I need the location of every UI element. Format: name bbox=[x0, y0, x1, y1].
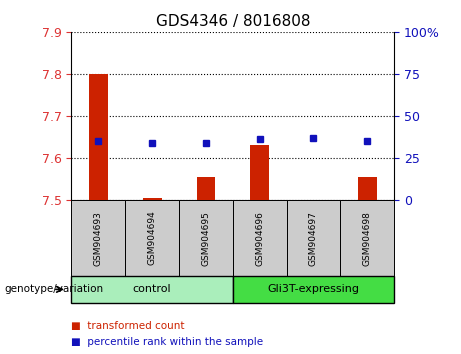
Bar bbox=[233, 276, 394, 303]
Text: GSM904695: GSM904695 bbox=[201, 211, 210, 266]
Text: GSM904697: GSM904697 bbox=[309, 211, 318, 266]
Bar bbox=[358, 177, 377, 200]
Bar bbox=[233, 200, 287, 276]
Bar bbox=[250, 145, 269, 200]
Text: GSM904696: GSM904696 bbox=[255, 211, 264, 266]
Bar bbox=[71, 276, 233, 303]
Bar bbox=[287, 200, 340, 276]
Bar bbox=[196, 177, 215, 200]
Bar bbox=[340, 200, 394, 276]
Text: GSM904698: GSM904698 bbox=[363, 211, 372, 266]
Bar bbox=[89, 74, 108, 200]
Text: Gli3T-expressing: Gli3T-expressing bbox=[267, 284, 360, 295]
Text: ■  percentile rank within the sample: ■ percentile rank within the sample bbox=[71, 337, 264, 347]
Title: GDS4346 / 8016808: GDS4346 / 8016808 bbox=[155, 14, 310, 29]
Bar bbox=[71, 200, 125, 276]
Bar bbox=[143, 198, 161, 200]
Bar bbox=[125, 200, 179, 276]
Text: GSM904693: GSM904693 bbox=[94, 211, 103, 266]
Text: GSM904694: GSM904694 bbox=[148, 211, 157, 266]
Text: genotype/variation: genotype/variation bbox=[5, 284, 104, 295]
Text: control: control bbox=[133, 284, 171, 295]
Text: ■  transformed count: ■ transformed count bbox=[71, 321, 185, 331]
Bar bbox=[179, 200, 233, 276]
